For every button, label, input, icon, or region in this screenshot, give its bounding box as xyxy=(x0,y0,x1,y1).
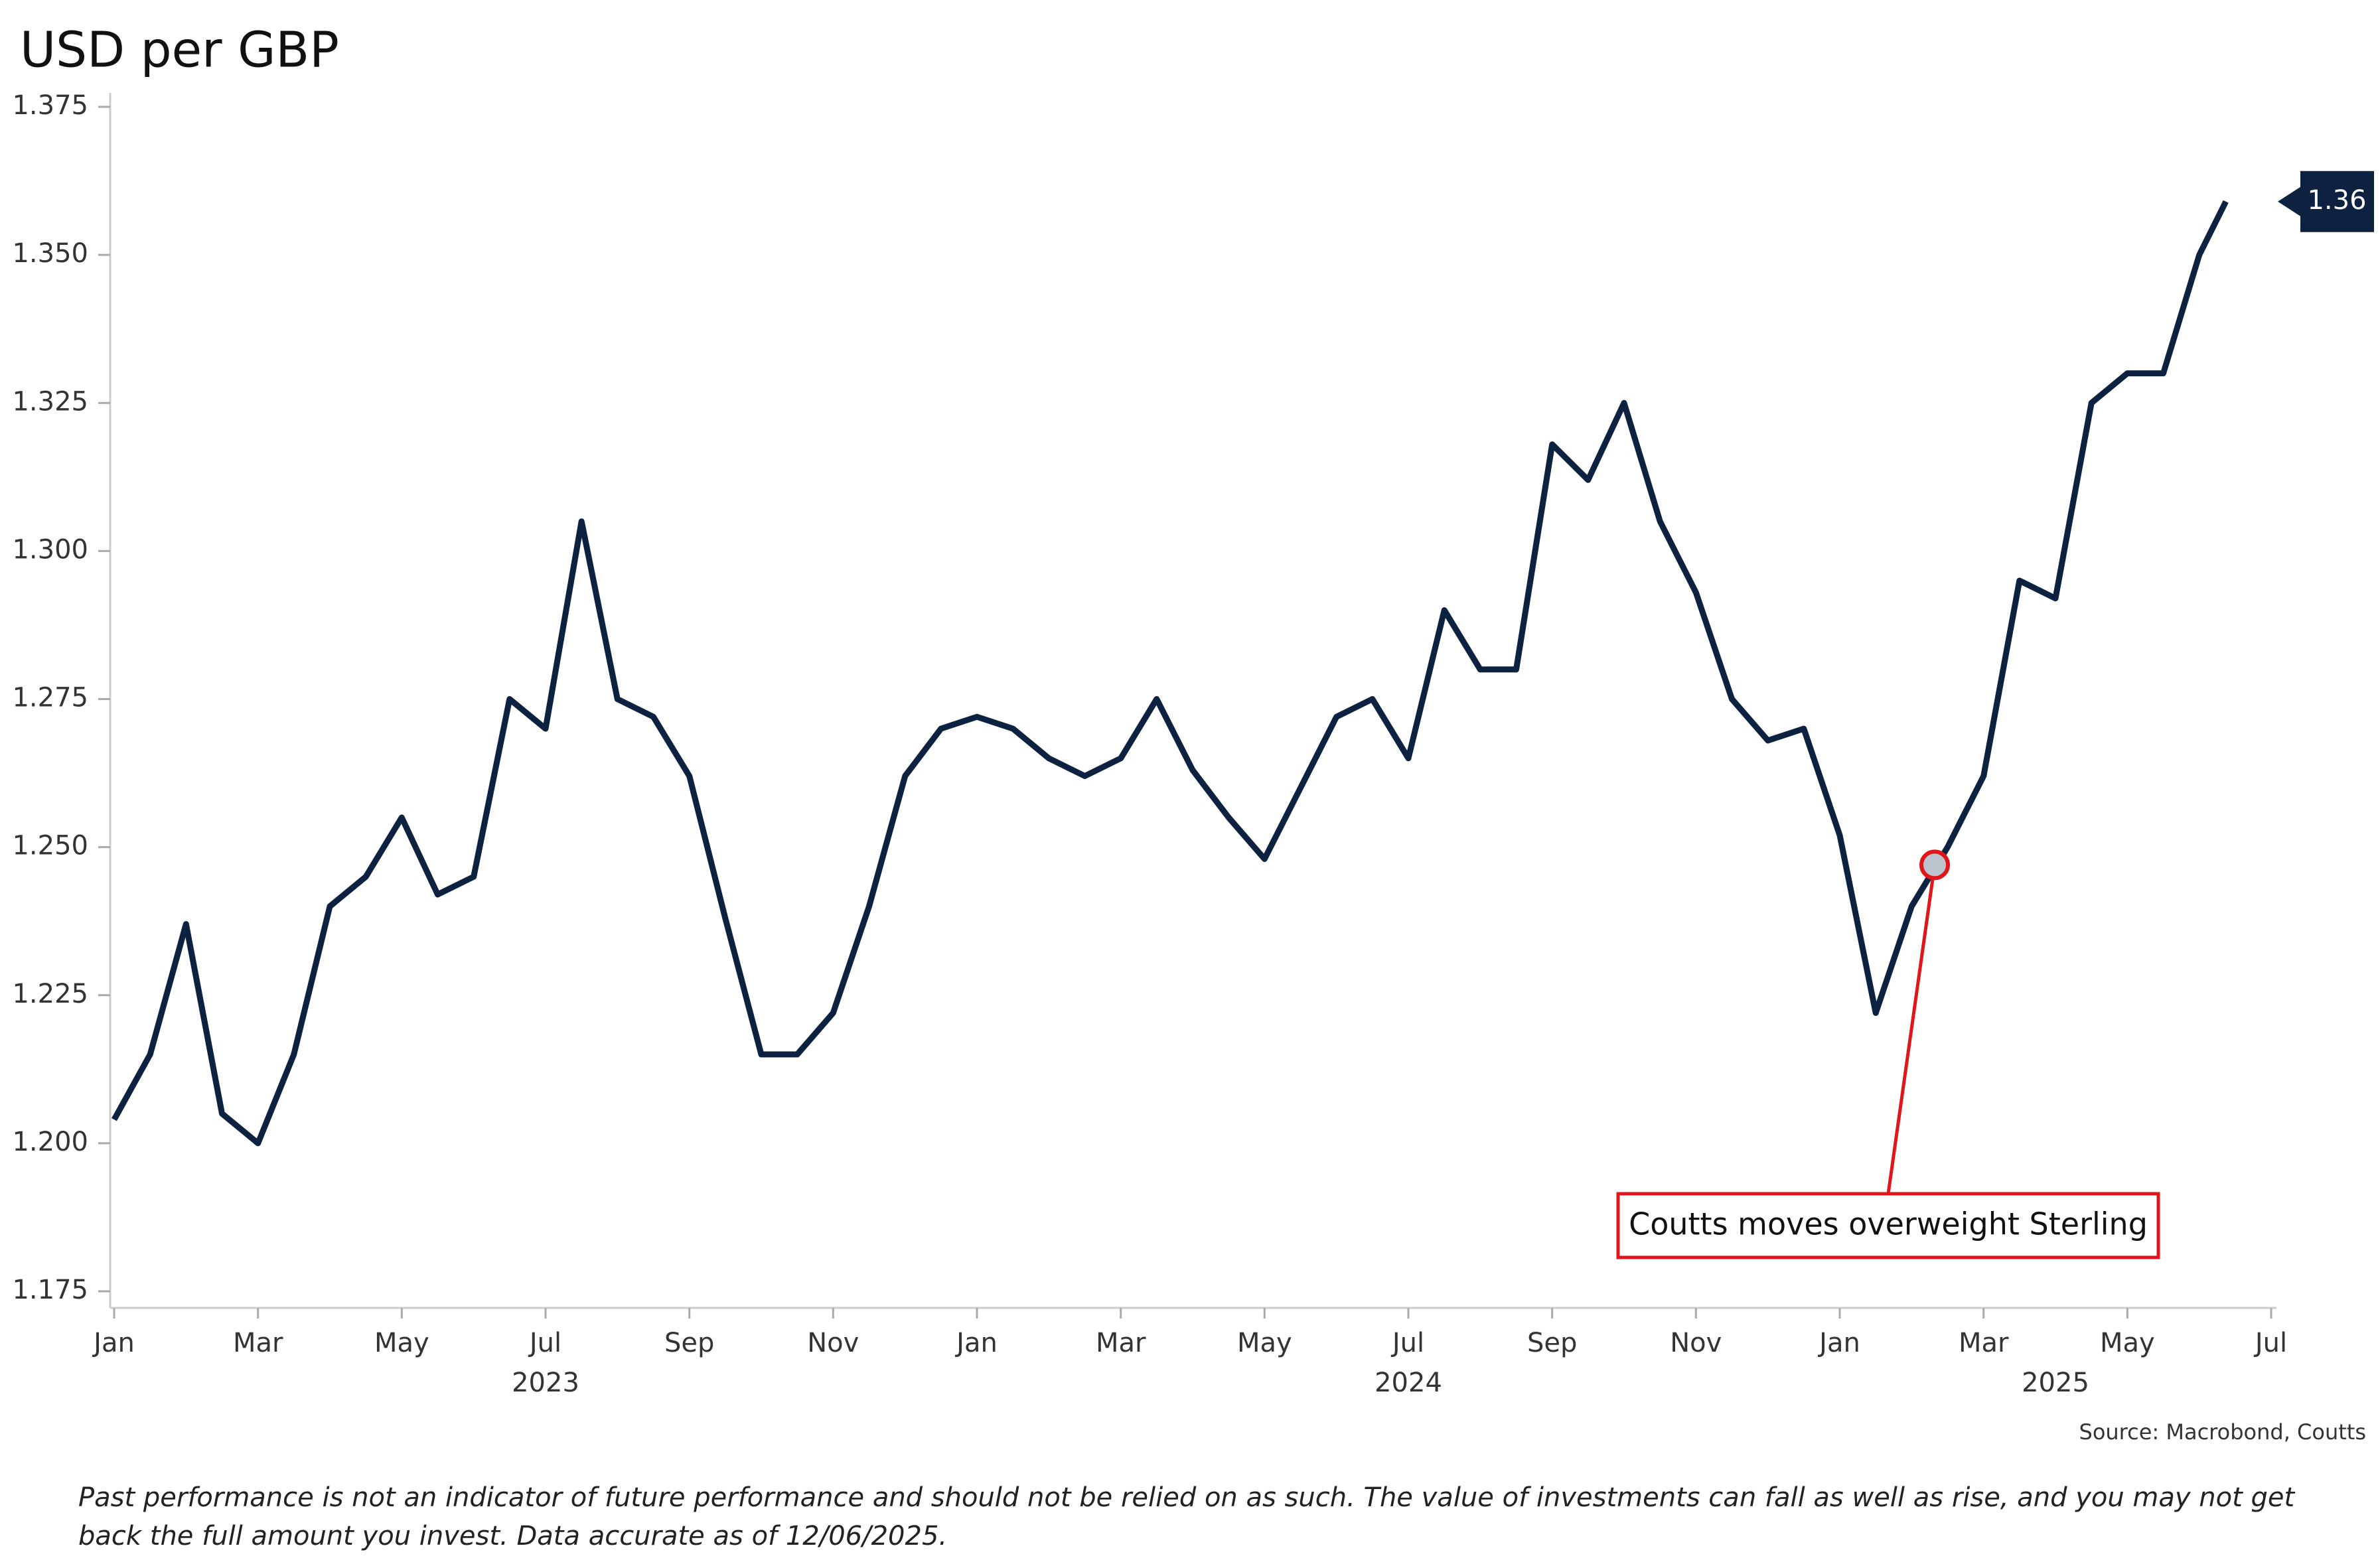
y-tick-label: 1.175 xyxy=(12,1275,88,1305)
y-tick-label: 1.250 xyxy=(12,831,88,861)
source: Source: Macrobond, Coutts xyxy=(2079,1419,2367,1445)
x-tick-label: Jan xyxy=(92,1328,135,1358)
x-tick-label: Jan xyxy=(954,1328,998,1358)
annotation-marker xyxy=(1919,849,1950,881)
end-label-box xyxy=(2278,171,2374,232)
x-tick-label: May xyxy=(2100,1328,2155,1358)
line xyxy=(112,200,2229,1147)
chart: USD per GBP Source: Macrobond, Coutts 1.… xyxy=(12,22,2374,1445)
x-tick-label: Jul xyxy=(528,1328,561,1358)
year-label: 2024 xyxy=(1375,1368,1442,1398)
end-label: 1.36 xyxy=(2307,185,2366,216)
y-tick-label: 1.200 xyxy=(12,1127,88,1157)
x-tick-label: May xyxy=(1237,1328,1292,1358)
footnote: Past performance is not an indicator of … xyxy=(78,1482,2295,1551)
x-tick-label: Sep xyxy=(1527,1328,1577,1358)
y-tick-label: 1.375 xyxy=(12,90,88,121)
x-tick-label: Jul xyxy=(2253,1328,2287,1358)
annotation-box xyxy=(1616,1192,2160,1259)
x-tick-label: Nov xyxy=(1670,1328,1722,1358)
x-tick-label: Jul xyxy=(1390,1328,1424,1358)
y-tick-label: 1.225 xyxy=(12,979,88,1009)
x-tick-label: Nov xyxy=(807,1328,859,1358)
x-tick-label: May xyxy=(374,1328,429,1358)
x-tick-label: Jan xyxy=(1817,1328,1860,1358)
y-tick-label: 1.350 xyxy=(12,238,88,269)
x-tick-label: Mar xyxy=(233,1328,283,1358)
y-tick-label: 1.300 xyxy=(12,534,88,565)
year-label: 2025 xyxy=(2022,1368,2089,1398)
x-tick-label: Mar xyxy=(1959,1328,2009,1358)
annotation-line xyxy=(1886,865,1937,1194)
y-tick-label: 1.275 xyxy=(12,683,88,713)
x-tick-label: Sep xyxy=(664,1328,714,1358)
year-label: 2023 xyxy=(512,1368,579,1398)
y-tick-label: 1.325 xyxy=(12,386,88,417)
x-tick-label: Mar xyxy=(1096,1328,1146,1358)
annotation-text: Coutts moves overweight Sterling xyxy=(1629,1206,2148,1242)
chart-title: USD per GBP xyxy=(20,22,339,79)
